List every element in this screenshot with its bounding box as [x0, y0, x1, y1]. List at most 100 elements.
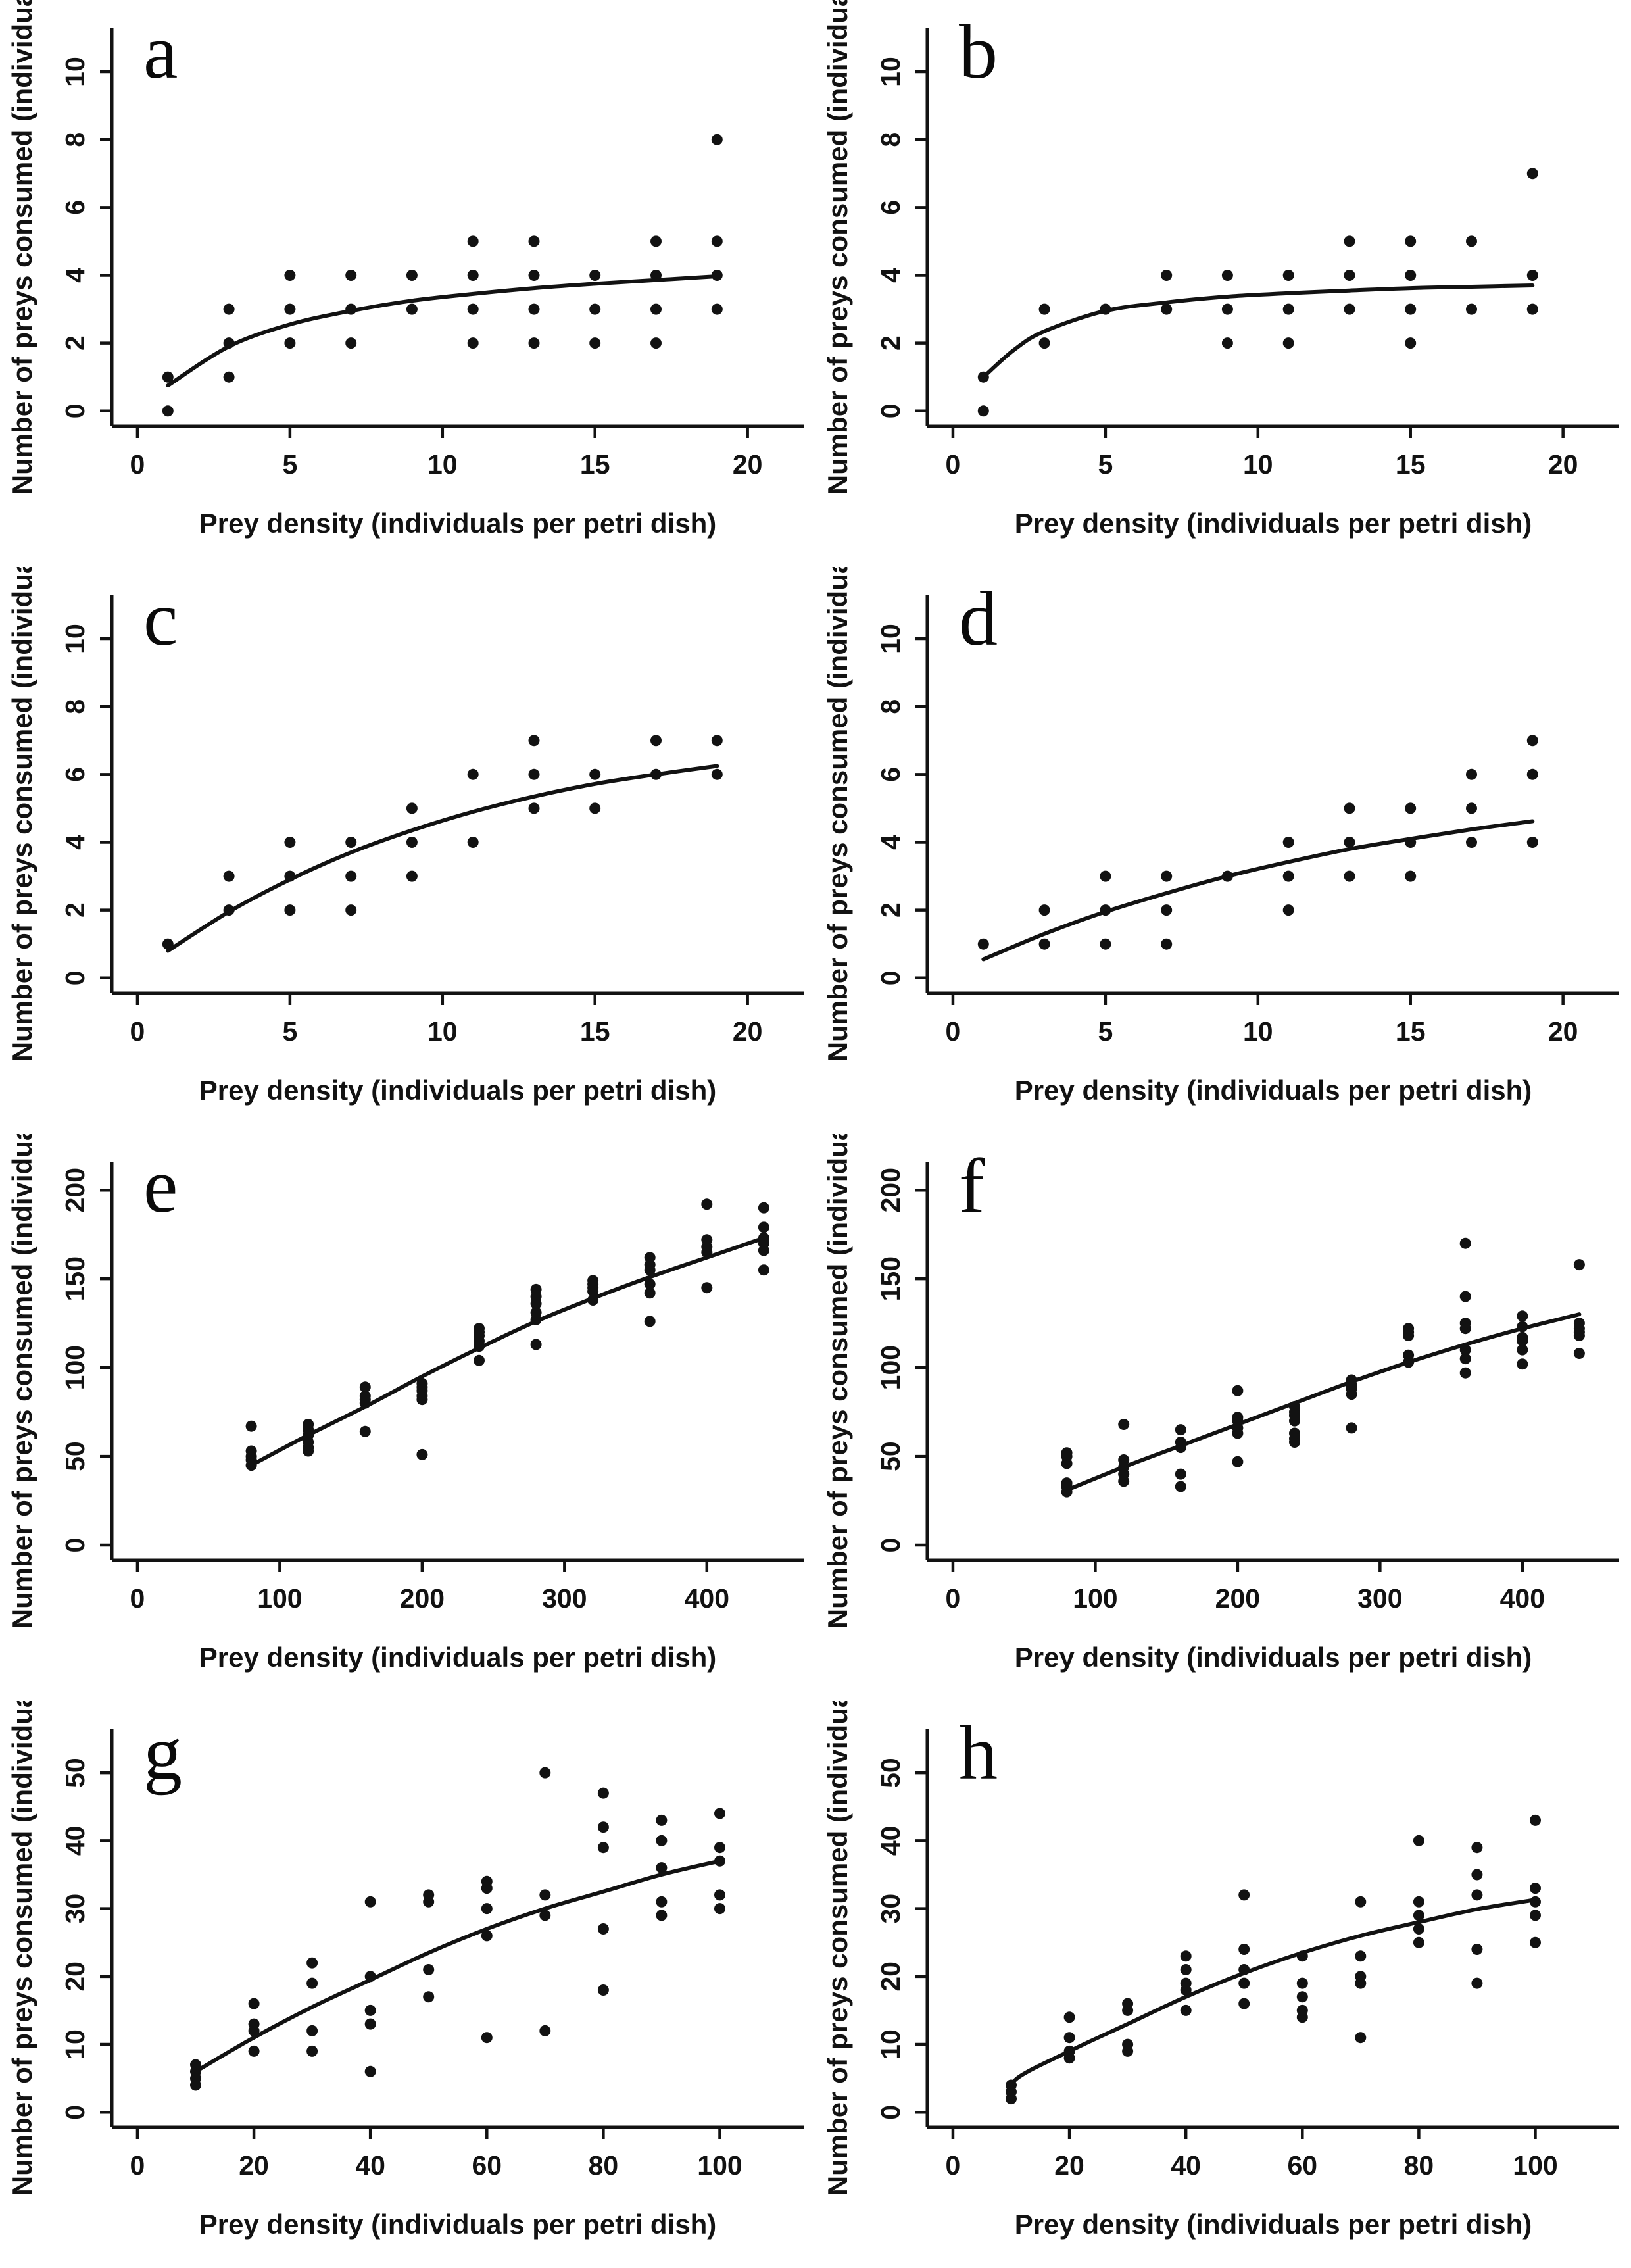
data-point [1471, 1842, 1483, 1854]
data-point [1530, 1936, 1541, 1948]
x-tick-label: 15 [580, 1016, 610, 1047]
data-point [467, 303, 479, 315]
data-point [1526, 768, 1538, 780]
data-point [758, 1232, 769, 1244]
x-tick-label: 200 [1215, 1583, 1260, 1614]
data-point [656, 1835, 668, 1846]
y-tick-label: 6 [875, 200, 906, 215]
data-point [1238, 1889, 1250, 1901]
data-point [364, 1896, 376, 1908]
y-tick-label: 150 [60, 1256, 90, 1301]
y-tick-label: 50 [60, 1758, 90, 1788]
data-point [1100, 904, 1111, 916]
data-point [1161, 270, 1173, 281]
data-point [1403, 1349, 1415, 1361]
panel-letter: a [143, 9, 178, 95]
data-point [481, 2032, 493, 2044]
data-point [1161, 938, 1173, 950]
x-tick-label: 5 [1098, 1016, 1113, 1047]
y-tick-label: 0 [60, 1538, 90, 1553]
data-point [650, 735, 662, 747]
data-point [587, 1294, 599, 1306]
data-point [977, 938, 989, 950]
x-tick-label: 0 [130, 449, 145, 480]
y-tick-label: 50 [875, 1758, 906, 1788]
data-point [1221, 270, 1233, 281]
x-tick-label: 20 [239, 2150, 269, 2181]
data-point [306, 2025, 318, 2036]
panel-e-plot: 0 100 200 300 400 0 50 100 150 200 Prey density (i… [7, 1134, 804, 1673]
x-axis-label: Prey density (individuals per petri dish… [1015, 508, 1532, 539]
y-tick-label: 40 [60, 1826, 90, 1856]
y-tick-label: 4 [60, 268, 90, 283]
x-tick-label: 20 [1054, 2150, 1084, 2181]
x-axis-label: Prey density (individuals per petri dish… [199, 1075, 717, 1106]
data-point [1175, 1424, 1186, 1436]
y-tick-label: 30 [60, 1894, 90, 1924]
panel-d: 0 5 10 15 20 0 2 4 6 8 10 Prey density (individuals… [816, 567, 1631, 1134]
data-point [1063, 2032, 1075, 2044]
data-point [656, 1862, 668, 1874]
data-point [248, 2045, 260, 2057]
data-point [1038, 938, 1050, 950]
data-point [1282, 270, 1294, 281]
panel-c: 0 5 10 15 20 0 2 4 6 8 10 Prey density (individuals… [0, 567, 816, 1134]
y-tick-label: 4 [60, 835, 90, 850]
x-tick-label: 100 [257, 1583, 302, 1614]
data-point [1100, 870, 1111, 882]
data-point [528, 735, 540, 747]
data-point [656, 1896, 668, 1908]
data-point [1063, 2011, 1075, 2023]
y-axis-label: Number of preys consumed (individuals) [822, 1134, 853, 1629]
y-axis-label: Number of preys consumed (individuals) [7, 0, 37, 495]
data-point [1526, 168, 1538, 180]
data-point [406, 270, 418, 281]
y-axis-label: Number of preys consumed (individuals) [7, 1134, 37, 1629]
data-point [1038, 303, 1050, 315]
y-axis-label: Number of preys consumed (individuals) [7, 567, 37, 1062]
y-tick-label: 4 [875, 835, 906, 850]
y-tick-label: 2 [60, 335, 90, 351]
data-point [1413, 1896, 1424, 1908]
data-point [284, 837, 296, 848]
data-point [528, 303, 540, 315]
data-point [701, 1282, 713, 1294]
data-point [1180, 1950, 1192, 1962]
x-tick-label: 100 [1073, 1583, 1117, 1614]
data-point [1006, 2079, 1017, 2091]
data-point [1405, 837, 1417, 848]
data-point [1355, 1950, 1367, 1962]
y-tick-label: 2 [875, 335, 906, 351]
y-tick-label: 150 [875, 1256, 906, 1301]
data-point [530, 1283, 542, 1295]
data-point [1459, 1367, 1471, 1379]
y-tick-label: 8 [60, 699, 90, 714]
x-tick-label: 0 [946, 1583, 961, 1614]
panel-letter: h [959, 1710, 998, 1796]
data-point [1573, 1318, 1585, 1329]
data-point [284, 270, 296, 281]
data-point [1517, 1344, 1528, 1356]
y-tick-label: 10 [875, 624, 906, 654]
data-point [223, 371, 235, 383]
data-point [1238, 1944, 1250, 1955]
fit-curve [1065, 1312, 1582, 1492]
data-point [1118, 1454, 1130, 1466]
data-point [530, 1339, 542, 1350]
x-axis-label: Prey density (individuals per petri dish… [199, 1642, 717, 1673]
data-point [1346, 1374, 1357, 1386]
x-tick-label: 0 [130, 1583, 145, 1614]
data-point [1296, 1950, 1308, 1962]
data-point [1466, 837, 1477, 848]
data-point [1161, 904, 1173, 916]
data-point [1282, 870, 1294, 882]
y-tick-label: 50 [875, 1441, 906, 1471]
data-point [597, 1842, 609, 1854]
data-point [711, 235, 723, 247]
data-point [1517, 1310, 1528, 1322]
data-point [1405, 270, 1417, 281]
fit-curve [981, 819, 1535, 962]
data-point [528, 337, 540, 349]
x-axis-label: Prey density (individuals per petri dish… [199, 2209, 717, 2240]
data-point [1238, 1964, 1250, 1975]
